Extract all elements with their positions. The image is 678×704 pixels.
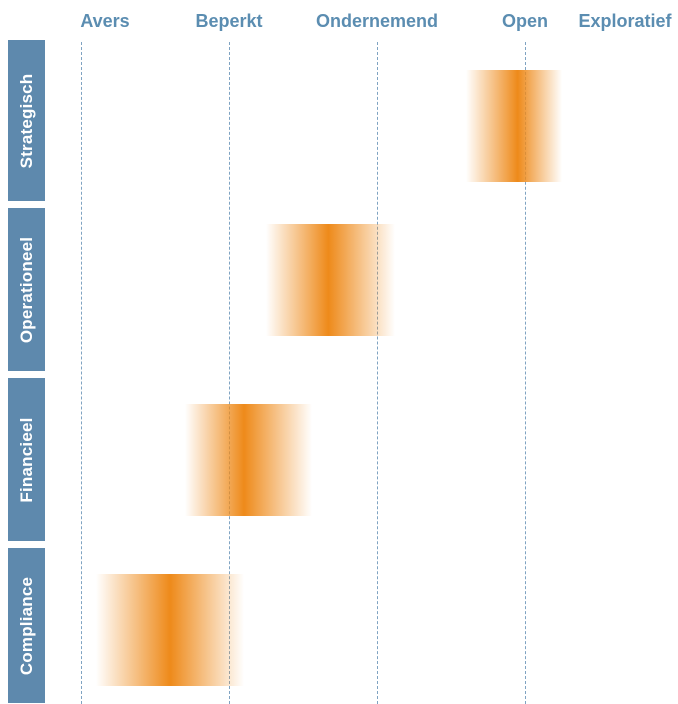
row-label-strategisch: Strategisch: [16, 73, 36, 168]
appetite-band-strategisch: [465, 70, 562, 182]
gridline-ondernemend: [377, 42, 378, 704]
row-label-operationeel: Operationeel: [16, 236, 36, 343]
gridline-beperkt: [229, 42, 230, 704]
row-tab-compliance: Compliance: [8, 548, 45, 703]
appetite-band-compliance: [95, 574, 244, 686]
row-tab-strategisch: Strategisch: [8, 40, 45, 201]
column-header-beperkt: Beperkt: [195, 11, 263, 31]
appetite-band-financieel: [184, 404, 312, 516]
column-header-ondernemend: Ondernemend: [315, 11, 439, 31]
row-label-compliance: Compliance: [16, 576, 36, 675]
appetite-band-operationeel: [266, 224, 395, 336]
gridline-open: [525, 42, 526, 704]
column-header-exploratief: Exploratief: [578, 11, 672, 31]
gridline-avers: [81, 42, 82, 704]
row-label-financieel: Financieel: [16, 416, 36, 503]
column-header-avers: Avers: [80, 11, 130, 31]
row-tab-operationeel: Operationeel: [8, 208, 45, 371]
column-header-open: Open: [501, 11, 549, 31]
row-tab-financieel: Financieel: [8, 378, 45, 541]
